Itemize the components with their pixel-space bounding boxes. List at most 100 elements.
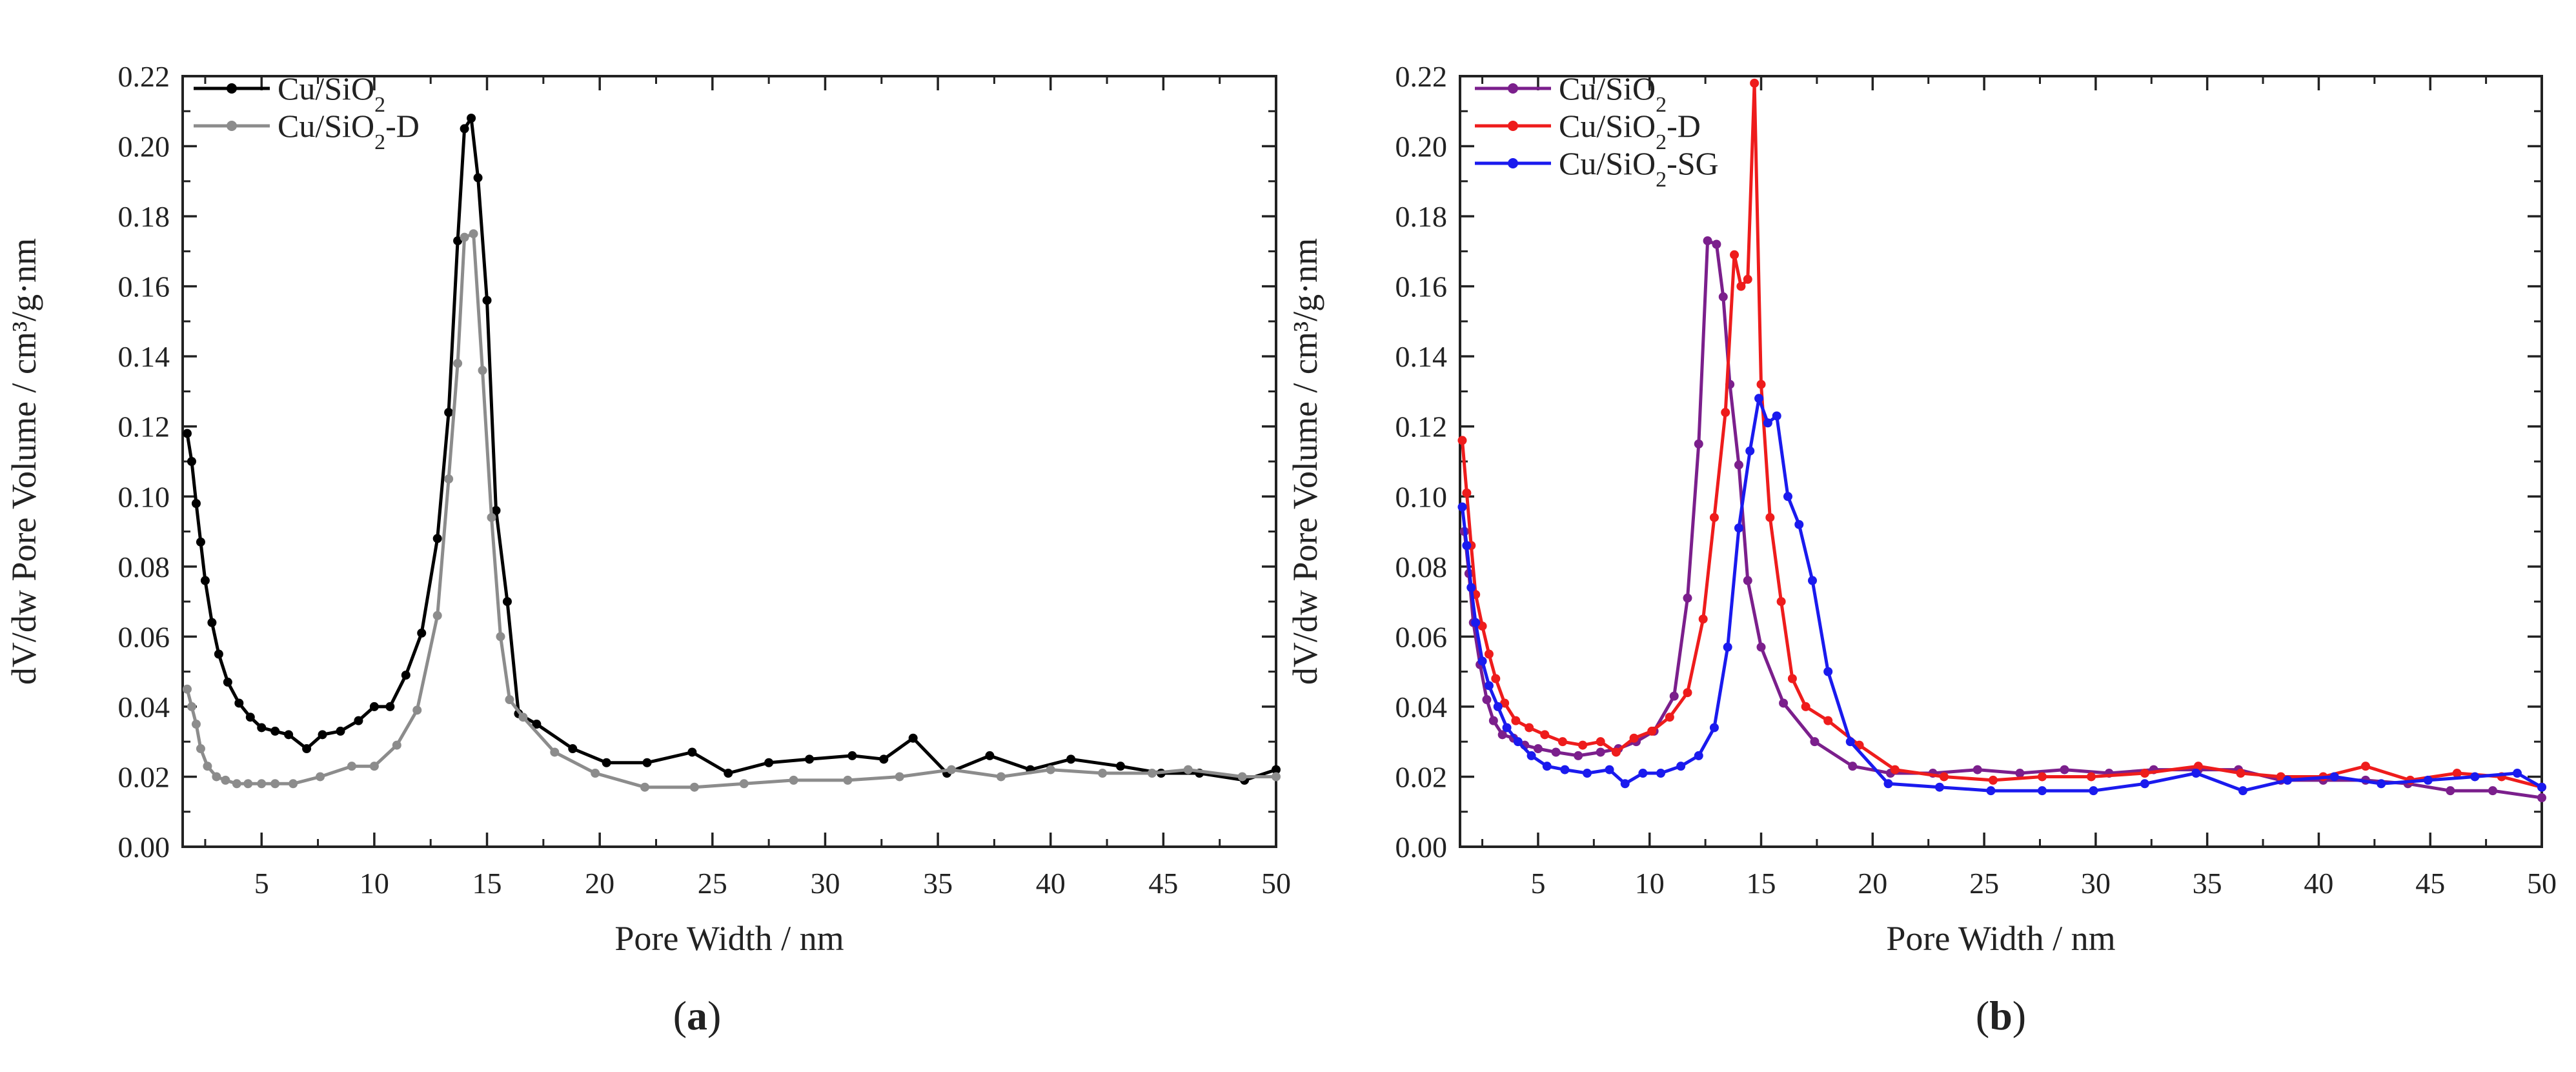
x-tick-label: 45 <box>1148 867 1178 900</box>
data-point <box>1709 723 1719 733</box>
data-point <box>1934 782 1944 792</box>
x-tick-label: 40 <box>1036 867 1066 900</box>
data-point <box>2140 779 2149 789</box>
chart-panel-a: 5 10 15 20 25 30 35 40 45 50 0.00 0.02 0.04 0.06 0.08 0… <box>5 60 1291 1038</box>
data-point <box>1890 765 1900 774</box>
series-cu-sio2-sg <box>1457 394 2546 796</box>
data-point <box>2015 769 2025 778</box>
data-point <box>1743 274 1752 284</box>
series-cu-sio2-d <box>1457 78 2546 792</box>
x-tick-label: 35 <box>2193 867 2222 900</box>
data-point <box>518 713 528 722</box>
panel-label: (a) <box>673 993 722 1038</box>
data-point <box>1147 769 1157 778</box>
data-point <box>417 628 427 638</box>
legend-label: Cu/SiO2 <box>1559 70 1667 117</box>
data-point <box>1723 642 1732 652</box>
data-point <box>1115 762 1125 771</box>
series-line <box>1461 81 2542 789</box>
data-point <box>1471 618 1481 627</box>
data-point <box>1493 702 1503 711</box>
data-point <box>1709 512 1719 522</box>
y-tick-label: 0.08 <box>1395 551 1448 583</box>
y-axis-label: dV/dw Pore Volume / cm³/g·nm <box>5 238 43 685</box>
series-line <box>185 116 1277 782</box>
data-point <box>2283 775 2293 785</box>
y-tick-label: 0.02 <box>118 760 170 793</box>
data-point <box>1605 765 1614 774</box>
legend-marker <box>1508 83 1518 94</box>
data-point <box>1721 408 1730 418</box>
data-point <box>491 505 501 515</box>
data-point <box>1066 754 1076 764</box>
data-point <box>947 765 957 774</box>
data-point <box>1457 436 1467 445</box>
data-point <box>1756 379 1766 389</box>
data-point <box>1988 775 1998 785</box>
data-point <box>289 779 298 789</box>
data-point <box>1694 751 1703 760</box>
data-point <box>895 772 904 782</box>
y-axis-label: dV/dw Pore Volume / cm³/g·nm <box>1286 238 1324 685</box>
data-point <box>432 611 442 620</box>
data-point <box>1582 769 1592 778</box>
y-tick-label: 0.08 <box>118 551 170 583</box>
data-point <box>478 365 487 375</box>
data-point <box>985 751 995 760</box>
data-point <box>1477 622 1487 631</box>
data-point <box>1272 765 1281 774</box>
data-point <box>1801 702 1810 711</box>
data-point <box>1736 281 1746 291</box>
data-point <box>1772 411 1781 421</box>
data-point <box>270 779 280 789</box>
legend-label: Cu/SiO2-D <box>278 108 420 154</box>
data-point <box>245 713 255 722</box>
data-point <box>2361 762 2371 771</box>
data-point <box>302 744 312 754</box>
x-tick-label: 20 <box>1858 867 1887 900</box>
data-point <box>1669 691 1679 701</box>
data-point <box>1743 576 1752 585</box>
data-point <box>187 457 196 466</box>
x-axis-label: Pore Width / nm <box>1886 919 2115 958</box>
data-point <box>1183 765 1193 774</box>
data-point <box>1046 765 1055 774</box>
data-point <box>2276 772 2286 782</box>
data-point <box>318 730 327 740</box>
plot-frame <box>1459 75 2543 848</box>
data-point <box>187 702 196 711</box>
data-point <box>412 705 422 715</box>
data-point <box>1734 460 1743 470</box>
y-tick-label: 0.00 <box>118 831 170 864</box>
data-point <box>1477 656 1487 666</box>
data-point <box>847 751 857 760</box>
y-tick-label: 0.14 <box>1395 340 1448 373</box>
data-point <box>1462 541 1472 551</box>
data-point <box>191 720 201 729</box>
x-tick-label: 35 <box>923 867 953 900</box>
data-point <box>1484 649 1494 659</box>
data-point <box>1763 418 1772 428</box>
data-point <box>1551 747 1561 757</box>
data-point <box>392 740 401 750</box>
data-point <box>764 758 774 767</box>
data-point <box>1237 772 1247 782</box>
legend-label: Cu/SiO2-SG <box>1559 145 1719 192</box>
data-point <box>1986 786 1996 796</box>
data-point <box>270 726 280 736</box>
data-point <box>196 537 205 547</box>
y-tick-label: 0.02 <box>1395 760 1448 793</box>
data-point <box>724 769 733 778</box>
data-point <box>1462 488 1472 498</box>
panel-label: (b) <box>1976 993 2026 1038</box>
data-point <box>182 429 192 438</box>
data-point <box>1734 523 1743 533</box>
data-point <box>1698 614 1708 624</box>
data-point <box>1526 751 1536 760</box>
y-tick-label: 0.04 <box>118 691 170 723</box>
x-tick-label: 15 <box>1747 867 1776 900</box>
data-point <box>502 597 512 607</box>
data-point <box>1560 765 1570 774</box>
data-point <box>1557 737 1567 747</box>
